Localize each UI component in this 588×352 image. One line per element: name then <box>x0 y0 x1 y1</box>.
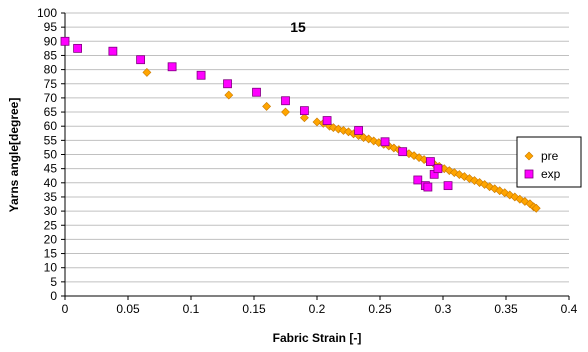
x-axis: 0 0.05 0.1 0.15 0.2 0.25 0.3 0.35 0.4 <box>62 295 578 316</box>
data-point-exp <box>413 175 423 185</box>
data-point-exp <box>354 126 363 135</box>
data-point-pre <box>224 90 234 100</box>
y-tick-label: 30 <box>44 204 58 218</box>
data-point-exp <box>136 55 146 65</box>
data-point-exp <box>443 181 453 191</box>
y-tick-label: 5 <box>50 275 57 289</box>
legend-box <box>516 136 582 188</box>
y-tick-label: 70 <box>44 91 58 105</box>
data-point-exp <box>423 182 433 192</box>
y-tick-label: 15 <box>44 247 58 261</box>
x-tick-label: 0.05 <box>116 302 140 316</box>
y-tick-label: 85 <box>44 48 58 62</box>
y-tick-label: 50 <box>44 148 58 162</box>
data-point-exp <box>108 46 118 56</box>
data-point-exp <box>299 106 309 116</box>
data-point-exp <box>252 87 261 97</box>
y-tick-label: 65 <box>44 105 58 119</box>
data-point-exp <box>425 157 435 166</box>
data-point-exp <box>398 147 408 157</box>
data-points <box>60 36 541 213</box>
y-tick-label: 55 <box>44 133 58 147</box>
x-tick-label: 0.2 <box>309 302 326 316</box>
data-point-pre <box>328 123 338 133</box>
y-axis: 0510152025303540455055606570758085909510… <box>37 6 66 303</box>
data-point-pre <box>262 101 272 111</box>
data-point-exp <box>60 36 70 46</box>
x-tick-label: 0 <box>62 302 69 316</box>
data-point-pre <box>142 68 152 77</box>
y-tick-label: 80 <box>44 63 58 77</box>
data-point-pre <box>505 190 515 200</box>
y-tick-label: 40 <box>44 176 58 190</box>
legend-label-exp: exp <box>541 167 561 181</box>
x-tick-label: 0.35 <box>494 302 518 316</box>
y-tick-label: 25 <box>44 218 58 232</box>
x-axis-title: Fabric Strain [-] <box>273 331 362 345</box>
legend: pre exp <box>516 136 582 188</box>
y-tick-label: 20 <box>44 232 58 246</box>
x-tick-label: 0.15 <box>242 302 266 316</box>
data-point-exp <box>196 70 206 80</box>
x-tick-label: 0.25 <box>368 302 392 316</box>
legend-marker-pre <box>524 151 534 161</box>
data-point-pre <box>299 113 309 123</box>
y-tick-label: 0 <box>50 289 57 303</box>
data-point-exp <box>433 164 443 174</box>
y-tick-label: 10 <box>44 261 58 275</box>
x-tick-label: 0.4 <box>561 302 578 316</box>
y-tick-label: 90 <box>44 34 58 48</box>
data-point-exp <box>322 116 332 125</box>
y-tick-label: 100 <box>37 6 57 20</box>
y-tick-label: 45 <box>44 162 58 176</box>
data-point-pre <box>531 203 541 213</box>
horizontal-gridlines <box>65 12 569 283</box>
legend-marker-exp <box>524 169 534 179</box>
y-tick-label: 75 <box>44 77 58 91</box>
y-axis-title: Yarns angle[degree] <box>7 98 21 213</box>
data-point-exp <box>223 79 232 89</box>
legend-label-pre: pre <box>541 149 559 163</box>
data-point-pre <box>312 117 322 127</box>
data-point-exp <box>380 137 390 147</box>
x-tick-label: 0.1 <box>183 302 200 316</box>
y-tick-label: 60 <box>44 119 58 133</box>
x-tick-label: 0.3 <box>435 302 452 316</box>
data-point-exp <box>73 43 82 53</box>
y-tick-label: 95 <box>44 20 58 34</box>
data-point-exp <box>167 62 177 72</box>
chart-title: 15 <box>290 19 306 35</box>
data-point-pre <box>281 107 290 117</box>
data-point-exp <box>281 96 290 106</box>
y-tick-label: 35 <box>44 190 58 204</box>
